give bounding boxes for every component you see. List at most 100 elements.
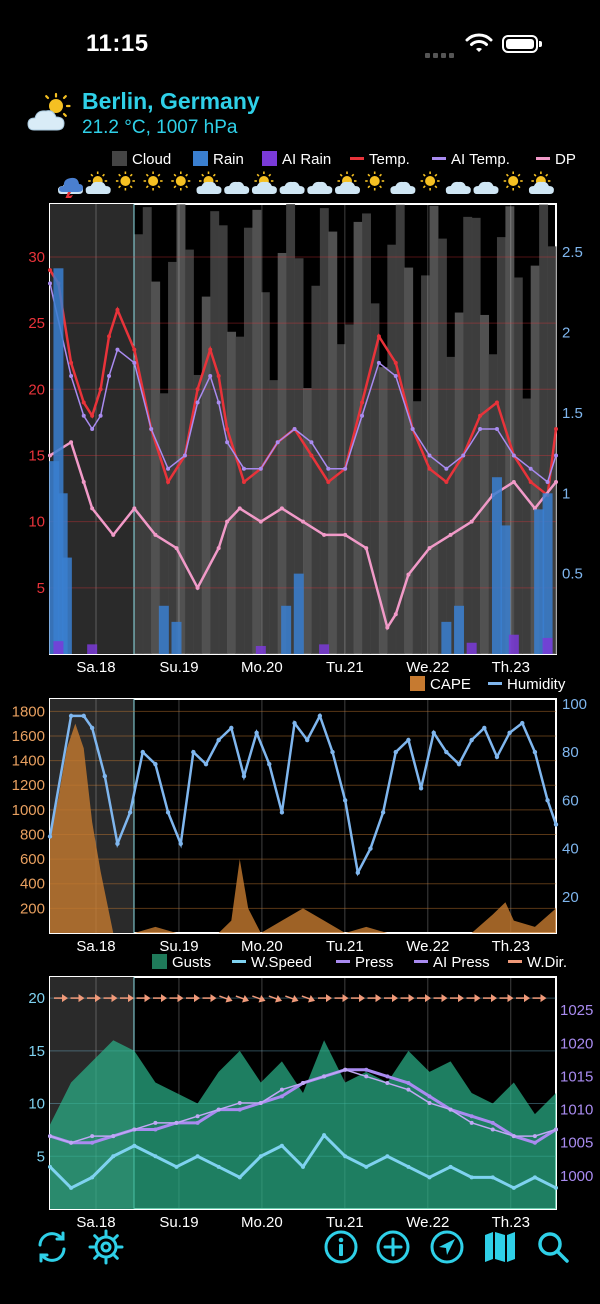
data-point [360, 400, 365, 405]
cloud-sun-icon [528, 171, 554, 194]
wind-dir-arrow [235, 995, 250, 1003]
y-tick-label: 30 [28, 249, 45, 266]
data-point [494, 427, 499, 431]
wind-dir-arrow [483, 994, 497, 1003]
data-point [364, 1067, 369, 1072]
data-point [326, 479, 331, 484]
data-point [90, 1175, 95, 1180]
data-point [410, 427, 415, 431]
data-point [48, 268, 52, 273]
data-point [448, 1107, 453, 1112]
data-point [343, 466, 348, 471]
legend-cloud: Cloud [112, 151, 171, 168]
wind-dir-arrow [466, 994, 481, 1003]
day-label: We.22 [406, 1214, 449, 1231]
data-point [385, 1074, 390, 1079]
day-label: Mo.20 [241, 938, 283, 955]
data-point [317, 713, 323, 719]
info-button[interactable] [322, 1228, 360, 1266]
data-point [153, 761, 158, 767]
y-tick-label: 1800 [12, 703, 45, 720]
cloud-icon [473, 181, 499, 194]
data-point [301, 1164, 305, 1169]
rain-bar [542, 493, 553, 654]
settings-button[interactable] [87, 1228, 125, 1266]
wind-dir-arrow [169, 994, 184, 1003]
data-point [554, 1185, 558, 1190]
day-label: Su.19 [159, 938, 198, 955]
y-tick-label: 20 [28, 381, 45, 398]
data-point [478, 427, 483, 431]
add-button[interactable] [374, 1228, 412, 1266]
legend-ai-press: AI Press [414, 954, 490, 971]
data-point [182, 453, 187, 458]
refresh-button[interactable] [33, 1228, 71, 1266]
wind-dir-arrow [136, 994, 151, 1003]
data-point [132, 506, 137, 511]
y2-tick-label: 1005 [560, 1135, 593, 1152]
rain-bar [454, 605, 465, 654]
search-button[interactable] [534, 1228, 572, 1266]
data-point [153, 1154, 158, 1159]
data-point [292, 427, 297, 431]
y-tick-label: 10 [28, 514, 45, 531]
data-point [368, 846, 373, 851]
day-label: Sa.18 [76, 938, 115, 955]
data-point [301, 519, 305, 524]
data-point [153, 1127, 158, 1132]
data-point [427, 1100, 432, 1105]
data-point [385, 1081, 390, 1086]
humidity-cape-chart[interactable]: Sa.18 Su.19 Mo.20 Tu.21 We.22 Th.23 1800 1600 14… [0, 696, 600, 956]
data-point [511, 479, 516, 484]
rain-bar [87, 644, 98, 654]
data-point [301, 1081, 305, 1086]
location-button[interactable] [428, 1228, 466, 1266]
data-point [469, 519, 474, 524]
data-point [241, 773, 247, 779]
data-point [98, 387, 103, 392]
data-point [208, 347, 213, 352]
wind-dir-arrow [351, 994, 365, 1003]
rain-bar [441, 621, 452, 654]
wind-dir-arrow [70, 994, 85, 1003]
temperature-chart[interactable]: Sa.18 Su.19 Mo.20 Tu.21 We.22 Th.233025201510… [0, 200, 600, 682]
data-point [376, 360, 381, 365]
y2-tick-label: 2.5 [562, 244, 583, 261]
data-point [237, 1107, 242, 1112]
data-point [275, 440, 280, 445]
data-point [376, 334, 381, 339]
data-point [107, 334, 112, 339]
wind-pressure-chart[interactable]: Sa.18 Su.19 Mo.20 Tu.21 We.22 Th.23 20 15 10 5 102… [0, 974, 600, 1238]
map-button[interactable] [481, 1228, 519, 1266]
current-conditions: 21.2 °C, 1007 hPa [82, 117, 238, 138]
data-point [216, 374, 221, 379]
y-tick-label: 200 [20, 900, 45, 917]
data-point [520, 720, 525, 726]
data-point [360, 413, 365, 418]
data-point [305, 737, 310, 743]
gear-icon [88, 1229, 124, 1265]
y-tick-label: 10 [28, 1096, 45, 1113]
data-point [254, 730, 259, 735]
rain-bar [281, 605, 292, 654]
data-point [427, 453, 432, 458]
data-point [216, 1164, 221, 1169]
cloud-icon [445, 181, 471, 194]
data-point [195, 1120, 200, 1125]
day-label: Su.19 [159, 1214, 198, 1231]
data-point [393, 374, 398, 379]
y2-tick-label: 1025 [560, 1002, 593, 1019]
cellular-signal-icon [425, 45, 457, 63]
wind-dir-arrow [252, 995, 266, 1003]
data-point [174, 546, 179, 551]
data-point [153, 532, 158, 537]
data-point [511, 1134, 516, 1139]
y-tick-label: 400 [20, 876, 45, 893]
data-point [309, 453, 314, 458]
data-point [418, 786, 424, 791]
rain-bar [500, 525, 511, 654]
forecast-icon-strip [58, 171, 554, 198]
data-point [115, 307, 120, 312]
data-point [427, 1094, 432, 1099]
day-label: We.22 [406, 659, 449, 676]
